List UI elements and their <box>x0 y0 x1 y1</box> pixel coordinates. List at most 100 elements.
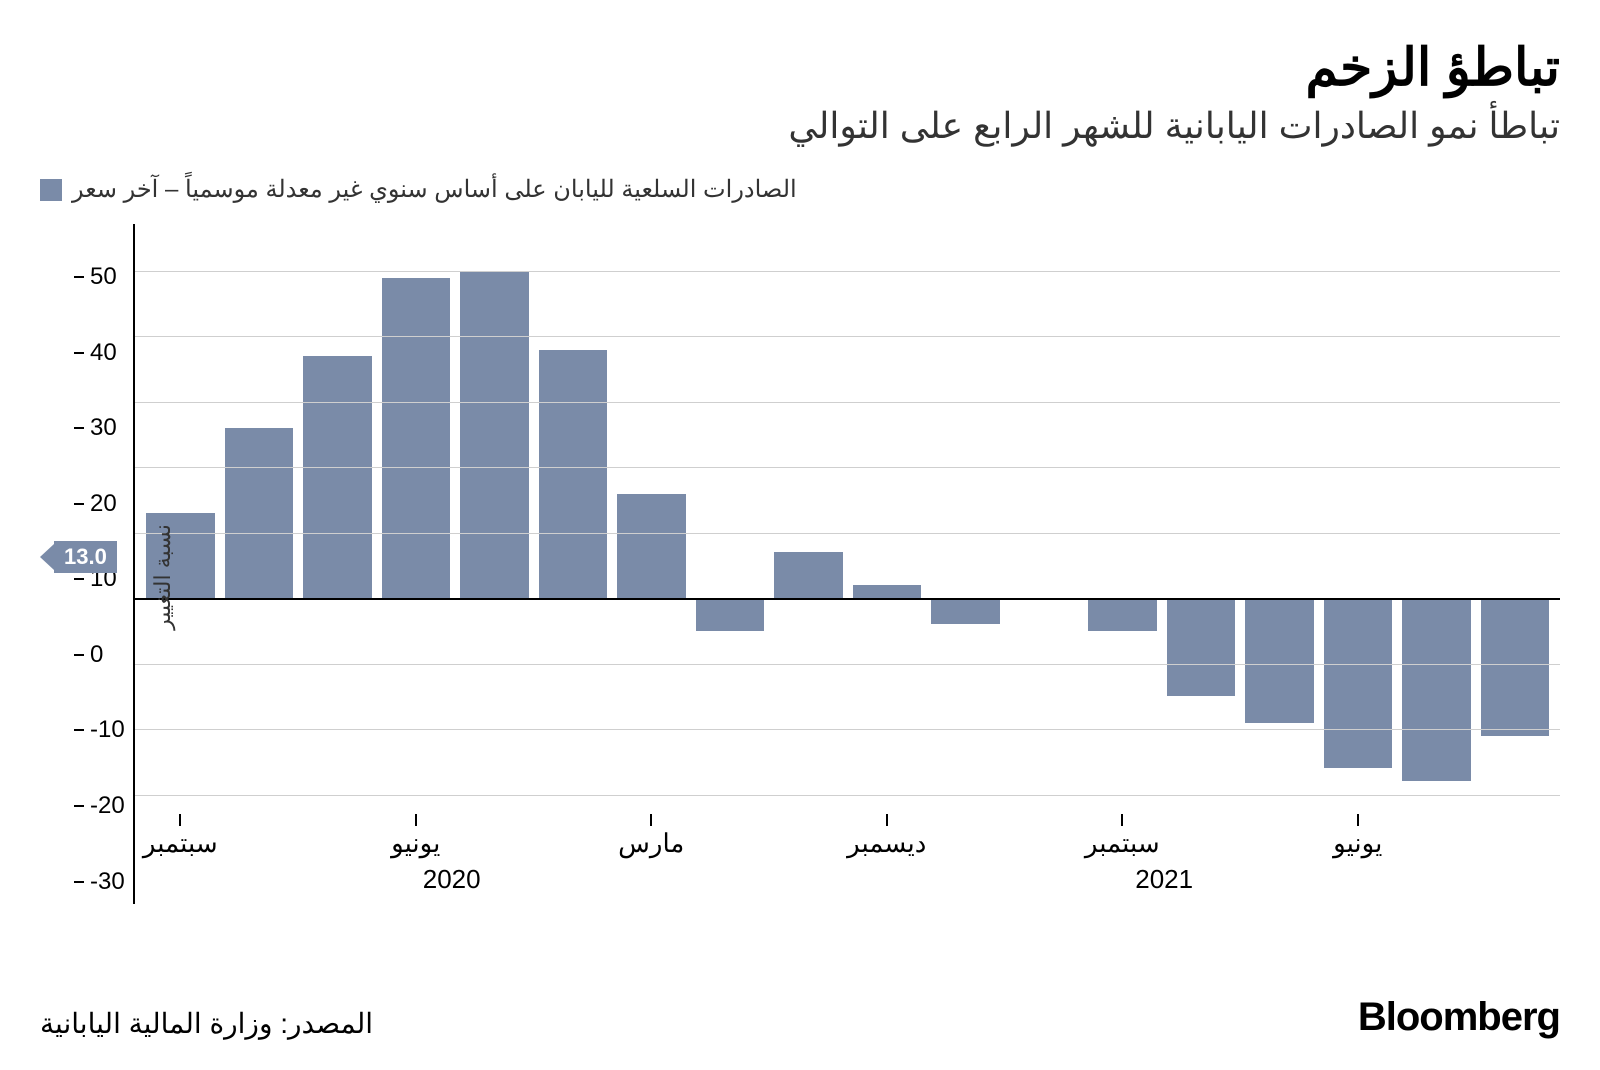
x-tick-slot <box>696 814 765 826</box>
x-tick-slot <box>1402 814 1471 826</box>
bar <box>696 598 765 631</box>
x-tick-mark <box>650 814 652 826</box>
bar-slot <box>1402 225 1471 814</box>
y-tick: 20 <box>74 490 134 518</box>
bar-slot <box>1010 225 1079 814</box>
bar-slot <box>460 225 529 814</box>
x-tick-slot: سبتمبر <box>1088 814 1157 826</box>
bar-slot <box>539 225 608 814</box>
source-text: المصدر: وزارة المالية اليابانية <box>40 1007 373 1040</box>
plot-area <box>135 224 1560 814</box>
bar-slot <box>853 225 922 814</box>
x-year-label: 2020 <box>423 864 481 895</box>
y-tick-label: 20 <box>84 490 134 518</box>
brand-logo: Bloomberg <box>1358 995 1560 1040</box>
x-tick-slot <box>539 814 608 826</box>
bar <box>1167 598 1236 696</box>
x-tick-label: سبتمبر <box>1085 828 1160 859</box>
y-tick: 40 <box>74 339 134 367</box>
x-tick-slot <box>1481 814 1550 826</box>
bar-slot <box>617 225 686 814</box>
x-tick-slot <box>774 814 843 826</box>
bar <box>1481 598 1550 735</box>
y-tick: -30 <box>74 868 134 896</box>
x-tick-slot <box>225 814 294 826</box>
y-tick-label: -20 <box>84 792 134 820</box>
gridline <box>135 336 1560 337</box>
chart-area: يونيوسبتمبرديسمبرمارسيونيوسبتمبر 2020202… <box>40 224 1560 904</box>
chart-container: تباطؤ الزخم تباطأ نمو الصادرات اليابانية… <box>0 0 1600 1070</box>
y-tick-label: 40 <box>84 339 134 367</box>
legend-label: الصادرات السلعية لليابان على أساس سنوي غ… <box>72 175 797 204</box>
y-tick: -20 <box>74 792 134 820</box>
legend-swatch <box>40 179 62 201</box>
x-axis: يونيو سبتمبر ديسمبر مارس يونيو سبتمبر 2020 202… <box>135 814 1560 904</box>
x-tick-label: يونيو <box>391 828 440 859</box>
gridline <box>135 402 1560 403</box>
x-tick-slot: يونيو <box>1324 814 1393 826</box>
x-tick-mark <box>179 814 181 826</box>
x-tick-label: ديسمبر <box>847 828 926 859</box>
footer: Bloomberg المصدر: وزارة المالية الياباني… <box>40 995 1560 1040</box>
bar <box>1088 598 1157 631</box>
x-tick-slot: ديسمبر <box>853 814 922 826</box>
bar-slot <box>1324 225 1393 814</box>
bar <box>617 494 686 599</box>
chart-title: تباطؤ الزخم <box>40 40 1560 97</box>
x-tick-slot <box>1245 814 1314 826</box>
bar-slot <box>1167 225 1236 814</box>
bar <box>539 350 608 599</box>
y-tick-label: 0 <box>84 641 134 669</box>
gridline <box>135 729 1560 730</box>
bar-slot <box>1481 225 1550 814</box>
x-tick-slot: يونيو <box>382 814 451 826</box>
gridline <box>135 533 1560 534</box>
x-tick-slot <box>1167 814 1236 826</box>
x-tick-slot <box>1010 814 1079 826</box>
gridline <box>135 795 1560 796</box>
bar-slot <box>774 225 843 814</box>
x-year-label: 2021 <box>1135 864 1193 895</box>
x-tick-mark <box>1357 814 1359 826</box>
bar-slot <box>931 225 1000 814</box>
x-tick-label: مارس <box>618 828 684 859</box>
y-tick: 0 <box>74 641 134 669</box>
bar <box>1324 598 1393 768</box>
bar <box>931 598 1000 624</box>
value-callout: 13.0 <box>40 541 117 573</box>
bar <box>853 585 922 598</box>
bar-slot <box>1088 225 1157 814</box>
bar <box>774 552 843 598</box>
y-tick-label: 30 <box>84 414 134 442</box>
chart-subtitle: تباطأ نمو الصادرات اليابانية للشهر الراب… <box>40 105 1560 147</box>
x-tick-slot: سبتمبر <box>146 814 215 826</box>
y-axis-title: نسبة التغيير <box>150 524 176 630</box>
legend: الصادرات السلعية لليابان على أساس سنوي غ… <box>40 175 1560 204</box>
y-tick: -10 <box>74 716 134 744</box>
bar-slot <box>696 225 765 814</box>
bars-group <box>135 225 1560 814</box>
x-tick-slot: مارس <box>617 814 686 826</box>
gridline <box>135 467 1560 468</box>
y-tick-label: -30 <box>84 868 134 896</box>
x-tick-mark <box>886 814 888 826</box>
y-tick-label: 50 <box>84 263 134 291</box>
x-tick-label: سبتمبر <box>143 828 218 859</box>
gridline <box>135 664 1560 665</box>
value-callout-label: 13.0 <box>54 541 117 573</box>
y-tick: 30 <box>74 414 134 442</box>
x-tick-slot <box>303 814 372 826</box>
bar <box>303 356 372 598</box>
bar-slot <box>382 225 451 814</box>
x-tick-slot <box>931 814 1000 826</box>
bar-slot <box>1245 225 1314 814</box>
x-tick-slot <box>460 814 529 826</box>
bar-slot <box>146 225 215 814</box>
x-tick-label: يونيو <box>1333 828 1382 859</box>
y-tick-label: -10 <box>84 716 134 744</box>
y-tick: 50 <box>74 263 134 291</box>
bar <box>225 428 294 598</box>
plot-and-xaxis: يونيو سبتمبر ديسمبر مارس يونيو سبتمبر 2020 202… <box>135 224 1560 904</box>
x-tick-mark <box>1121 814 1123 826</box>
x-tick-mark <box>415 814 417 826</box>
